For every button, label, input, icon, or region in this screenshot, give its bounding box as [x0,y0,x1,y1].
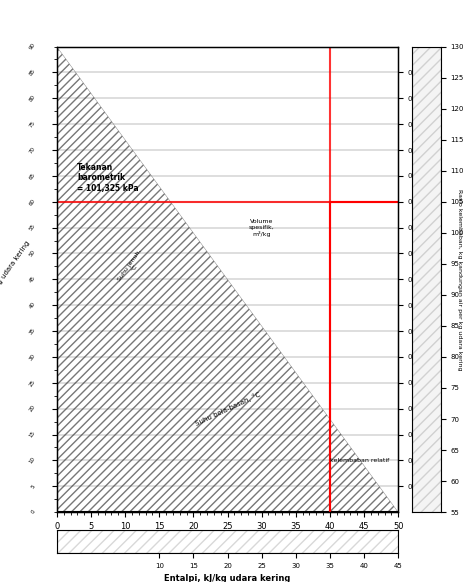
X-axis label: Entalpi, kJ/kg udara kering: Entalpi, kJ/kg udara kering [164,574,291,582]
Text: 40: 40 [28,301,36,310]
Text: 90: 90 [28,42,36,51]
Text: 10: 10 [28,456,36,465]
X-axis label: Suhu bola kering, °C: Suhu bola kering, °C [171,537,284,546]
Text: 80: 80 [28,94,36,103]
Text: Tekanan
barometrik
= 101,325 kPa: Tekanan barometrik = 101,325 kPa [77,163,139,193]
Text: 15: 15 [28,430,36,439]
Text: 85: 85 [28,68,36,77]
Text: 75: 75 [28,120,36,129]
Text: 55: 55 [28,223,36,232]
Text: kelembaban relatif: kelembaban relatif [330,458,389,463]
Text: 5: 5 [30,484,36,489]
Text: 50: 50 [28,249,36,258]
Text: 65: 65 [28,172,36,180]
Text: Entalpi, kJ/kg udara kering: Entalpi, kJ/kg udara kering [0,240,31,319]
Text: 0: 0 [30,509,36,515]
Text: 25: 25 [28,378,36,387]
Text: 70: 70 [28,146,36,154]
Text: 20: 20 [28,404,36,413]
Text: Suhu bola-basah, °C: Suhu bola-basah, °C [194,391,261,427]
Text: 35: 35 [28,327,36,335]
Text: Suhu jenuh,
°C: Suhu jenuh, °C [117,248,147,285]
Text: 30: 30 [28,353,36,361]
Text: 45: 45 [28,275,36,284]
Text: Rasio kelembaban, kg kandungan air per kg udara kering: Rasio kelembaban, kg kandungan air per k… [457,189,462,370]
Text: Volume
spesifik,
m³/kg: Volume spesifik, m³/kg [249,219,274,236]
Text: 60: 60 [28,197,36,206]
